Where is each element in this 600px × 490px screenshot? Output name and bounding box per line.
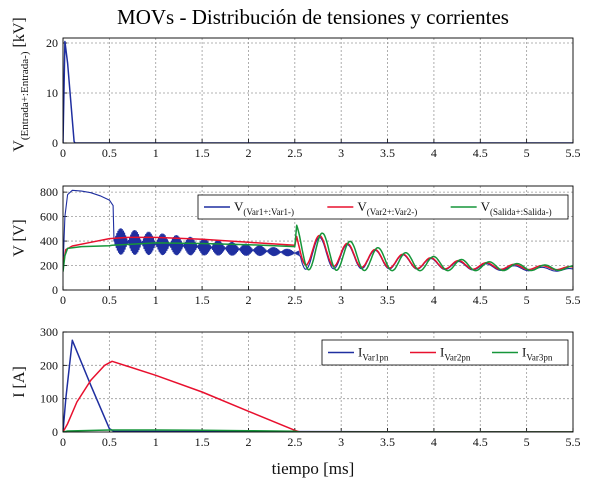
panel-3: 0 0.5 1 1.5 2 2.5 3 3.5 4 4.5 5 5.5 0 100 200 300 I [A] I… (11, 325, 581, 449)
x-tick-label: 2 (245, 435, 251, 449)
y-tick-label: 800 (40, 185, 58, 199)
legend: IVar1pn IVar2pn IVar3pn (321, 339, 569, 366)
x-tick-label: 3.5 (380, 146, 395, 160)
x-tick-label: 4.5 (473, 146, 488, 160)
plot-frame (62, 331, 574, 433)
plot-area (63, 38, 573, 143)
y-axis-label: V [V] (11, 219, 28, 256)
y-tick-label: 400 (40, 234, 58, 248)
x-tick-label: 0.5 (102, 435, 117, 449)
series-line-entrada (63, 40, 573, 143)
x-tick-label: 0 (60, 146, 66, 160)
y-tick-label: 100 (40, 392, 58, 406)
x-tick-label: 3 (338, 293, 344, 307)
x-tick-label: 5 (524, 146, 530, 160)
legend-label: V(Var1+:Var1-) (234, 199, 294, 217)
x-tick-label: 1 (153, 146, 159, 160)
y-tick-label: 200 (40, 358, 58, 372)
x-tick-label: 1 (153, 293, 159, 307)
x-tick-label: 0.5 (102, 146, 117, 160)
x-tick-label: 0 (60, 293, 66, 307)
x-tick-label: 1.5 (195, 435, 210, 449)
legend-label: V(Salida+:Salida-) (481, 199, 552, 217)
series-line-var1pn (63, 339, 573, 432)
legend-label: IVar3pn (522, 345, 553, 363)
plots: 0 0.5 1 1.5 2 2.5 3 3.5 4 4.5 5 5.501020V(Entrada+:… (11, 17, 581, 449)
y-tick-label: 200 (40, 259, 58, 273)
legend-label: IVar1pn (358, 345, 389, 363)
y-tick-label: 10 (46, 86, 58, 100)
x-tick-label: 2.5 (287, 293, 302, 307)
y-axis-label: V(Entrada+:Entrada-) [kV] (11, 17, 31, 151)
x-tick-label: 3.5 (380, 435, 395, 449)
x-tick-label: 2.5 (287, 435, 302, 449)
y-tick-label: 20 (46, 36, 58, 50)
y-axis-label: I [A] (11, 366, 28, 398)
x-tick-label: 3.5 (380, 293, 395, 307)
x-tick-label: 5 (524, 435, 530, 449)
x-tick-label: 2 (245, 146, 251, 160)
x-tick-label: 1 (153, 435, 159, 449)
y-tick-label: 0 (52, 283, 58, 297)
x-tick-label: 5.5 (566, 435, 581, 449)
x-tick-label: 2.5 (287, 146, 302, 160)
x-tick-label: 4 (431, 435, 437, 449)
plot-frame (62, 37, 574, 144)
plot-frame (62, 185, 574, 291)
x-tick-label: 3 (338, 146, 344, 160)
legend: V(Var1+:Var1-) V(Var2+:Var2-) V(Salida+:Sa… (197, 194, 569, 220)
y-tick-label: 300 (40, 325, 58, 339)
x-tick-label: 3 (338, 435, 344, 449)
x-tick-label: 0 (60, 435, 66, 449)
x-tick-label: 2 (245, 293, 251, 307)
x-tick-label: 1.5 (195, 146, 210, 160)
series-group (63, 189, 573, 272)
x-tick-label: 0.5 (102, 293, 117, 307)
legend-label: V(Var2+:Var2-) (357, 199, 417, 217)
x-tick-label: 4 (431, 293, 437, 307)
x-tick-label: 1.5 (195, 293, 210, 307)
legend-box (321, 339, 569, 366)
y-tick-label: 0 (52, 425, 58, 439)
x-tick-label: 4.5 (473, 293, 488, 307)
legend-box (197, 194, 569, 220)
chart-title: MOVs - Distribución de tensiones y corri… (117, 5, 509, 29)
x-tick-label: 5 (524, 293, 530, 307)
x-tick-label: 5.5 (566, 146, 581, 160)
panel-1: 0 0.5 1 1.5 2 2.5 3 3.5 4 4.5 5 5.5 0 10 20 V(Entrada+:… (11, 17, 581, 160)
series-group (63, 40, 573, 143)
panel-2: 0 0.5 1 1.5 2 2.5 3 3.5 4 4.5 5 5.5 0 200 400 600 800 V [… (11, 185, 581, 307)
legend-label: IVar2pn (440, 345, 471, 363)
x-tick-label: 4.5 (473, 435, 488, 449)
x-axis-label: tiempo [ms] (272, 459, 355, 478)
x-tick-label: 5.5 (566, 293, 581, 307)
series-line-var2pn (63, 360, 573, 432)
series-line-salida-salida (63, 224, 573, 272)
x-tick-label: 4 (431, 146, 437, 160)
y-tick-label: 0 (52, 136, 58, 150)
y-tick-label: 600 (40, 210, 58, 224)
